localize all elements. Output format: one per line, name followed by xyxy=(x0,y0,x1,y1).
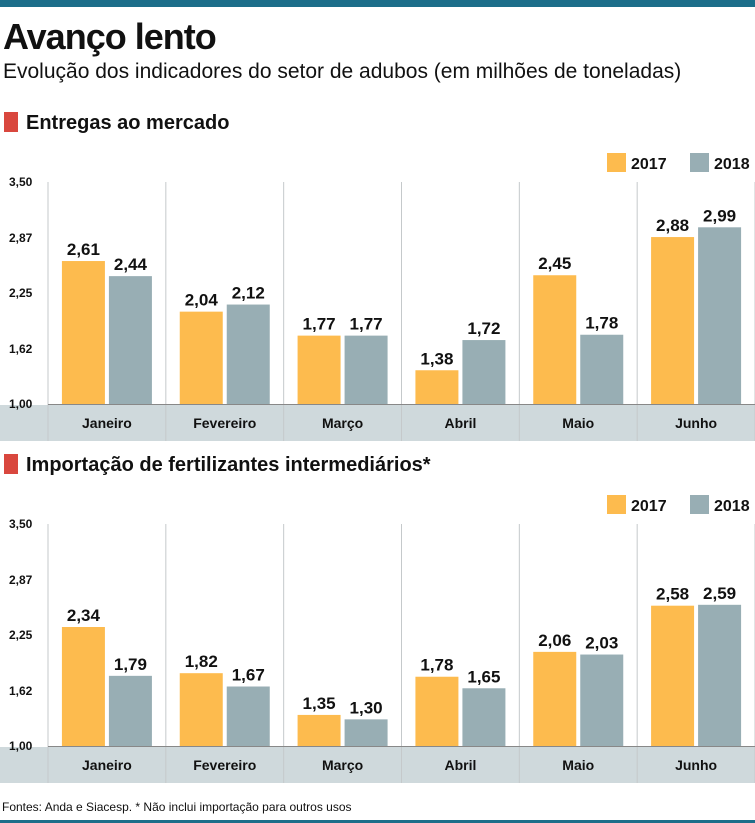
x-tick-label: Junho xyxy=(675,757,717,773)
section-marker xyxy=(4,454,18,474)
bar-2017 xyxy=(61,627,105,746)
x-tick-label: Março xyxy=(322,757,363,773)
bar-2018 xyxy=(698,604,742,746)
data-label-2018: 1,67 xyxy=(232,666,265,685)
data-label-2017: 1,82 xyxy=(185,652,218,671)
bar-2017 xyxy=(533,275,577,404)
x-tick-label: Maio xyxy=(562,415,594,431)
y-tick-label: 3,50 xyxy=(9,517,33,531)
y-tick-label: 1,62 xyxy=(9,342,33,356)
chart-importacao-svg: 2017 2018 1,00 1,62 2,25 2,87 3,50 2,34 1,79 Jane… xyxy=(0,495,755,783)
legend-label-2018: 2018 xyxy=(714,156,750,173)
data-label-2017: 1,38 xyxy=(420,349,453,368)
y-tick-label: 1,62 xyxy=(9,684,33,698)
y-tick-label: 2,87 xyxy=(9,231,33,245)
y-tick-label: 1,00 xyxy=(9,397,33,411)
x-tick-label: Janeiro xyxy=(82,757,132,773)
bar-2017 xyxy=(533,651,577,746)
top-rule xyxy=(0,0,755,7)
category-band xyxy=(0,747,755,783)
legend-swatch-2017 xyxy=(607,495,626,514)
data-label-2018: 1,77 xyxy=(350,315,383,334)
data-label-2017: 2,58 xyxy=(656,585,689,604)
bar-2018 xyxy=(226,304,270,404)
section-heading-importacao: Importação de fertilizantes intermediári… xyxy=(4,454,431,477)
y-tick-label: 2,25 xyxy=(9,286,33,300)
bar-2018 xyxy=(108,675,152,746)
page-subtitle: Evolução dos indicadores do setor de adu… xyxy=(3,60,682,83)
data-label-2017: 2,88 xyxy=(656,216,689,235)
data-label-2017: 2,34 xyxy=(67,606,101,625)
bar-2018 xyxy=(580,334,624,404)
data-label-2018: 1,79 xyxy=(114,655,147,674)
category-band xyxy=(0,405,755,441)
data-label-2018: 2,03 xyxy=(585,634,618,653)
bar-2017 xyxy=(179,311,223,404)
legend-label-2017: 2017 xyxy=(631,498,667,515)
legend-label-2017: 2017 xyxy=(631,156,667,173)
bar-2018 xyxy=(462,688,506,746)
data-label-2017: 2,06 xyxy=(538,631,571,650)
data-label-2017: 1,78 xyxy=(420,656,453,675)
bar-2018 xyxy=(462,340,506,404)
page-title: Avanço lento xyxy=(3,16,217,57)
bar-2018 xyxy=(344,719,388,746)
x-tick-label: Janeiro xyxy=(82,415,132,431)
section-heading-text: Entregas ao mercado xyxy=(26,112,230,134)
legend-swatch-2018 xyxy=(690,495,709,514)
bar-2017 xyxy=(415,370,459,404)
x-tick-label: Fevereiro xyxy=(193,415,256,431)
bar-2018 xyxy=(226,686,270,746)
y-tick-label: 3,50 xyxy=(9,175,33,189)
bar-2017 xyxy=(61,261,105,404)
bottom-rule xyxy=(0,820,755,823)
x-tick-label: Junho xyxy=(675,415,717,431)
data-label-2018: 2,12 xyxy=(232,284,265,303)
data-label-2018: 1,30 xyxy=(350,698,383,717)
bar-2018 xyxy=(698,227,742,404)
legend-swatch-2017 xyxy=(607,153,626,172)
data-label-2017: 2,61 xyxy=(67,240,100,259)
bar-2017 xyxy=(297,335,341,404)
x-tick-label: Maio xyxy=(562,757,594,773)
data-label-2018: 2,44 xyxy=(114,255,148,274)
data-label-2018: 2,59 xyxy=(703,584,736,603)
data-label-2018: 1,78 xyxy=(585,314,618,333)
bar-2017 xyxy=(651,605,695,746)
bar-2018 xyxy=(108,276,152,404)
data-label-2017: 1,35 xyxy=(303,694,336,713)
chart-importacao: 2017 2018 1,00 1,62 2,25 2,87 3,50 2,34 1,79 Jane… xyxy=(0,487,755,787)
bar-2017 xyxy=(297,714,341,746)
legend-swatch-2018 xyxy=(690,153,709,172)
chart-entregas-svg: 2017 2018 1,00 1,62 2,25 2,87 3,50 2,61 2,44 Jane… xyxy=(0,153,755,441)
section-heading-text: Importação de fertilizantes intermediári… xyxy=(26,454,431,476)
section-heading-entregas: Entregas ao mercado xyxy=(4,112,229,135)
data-label-2018: 1,72 xyxy=(467,319,500,338)
data-label-2018: 2,99 xyxy=(703,206,736,225)
y-tick-label: 2,87 xyxy=(9,573,33,587)
x-tick-label: Fevereiro xyxy=(193,757,256,773)
data-label-2018: 1,65 xyxy=(467,667,500,686)
data-label-2017: 1,77 xyxy=(303,315,336,334)
legend-label-2018: 2018 xyxy=(714,498,750,515)
y-tick-label: 1,00 xyxy=(9,739,33,753)
bar-2017 xyxy=(415,676,459,746)
chart-entregas: 2017 2018 1,00 1,62 2,25 2,87 3,50 2,61 2,44 Jane… xyxy=(0,145,755,445)
x-tick-label: Abril xyxy=(444,415,476,431)
y-tick-label: 2,25 xyxy=(9,628,33,642)
bar-2018 xyxy=(580,654,624,746)
bar-2017 xyxy=(179,673,223,746)
x-tick-label: Março xyxy=(322,415,363,431)
source-note: Fontes: Anda e Siacesp. * Não inclui imp… xyxy=(2,800,352,814)
bar-2017 xyxy=(651,237,695,404)
x-tick-label: Abril xyxy=(444,757,476,773)
section-marker xyxy=(4,112,18,132)
data-label-2017: 2,04 xyxy=(185,291,219,310)
data-label-2017: 2,45 xyxy=(538,254,571,273)
bar-2018 xyxy=(344,335,388,404)
